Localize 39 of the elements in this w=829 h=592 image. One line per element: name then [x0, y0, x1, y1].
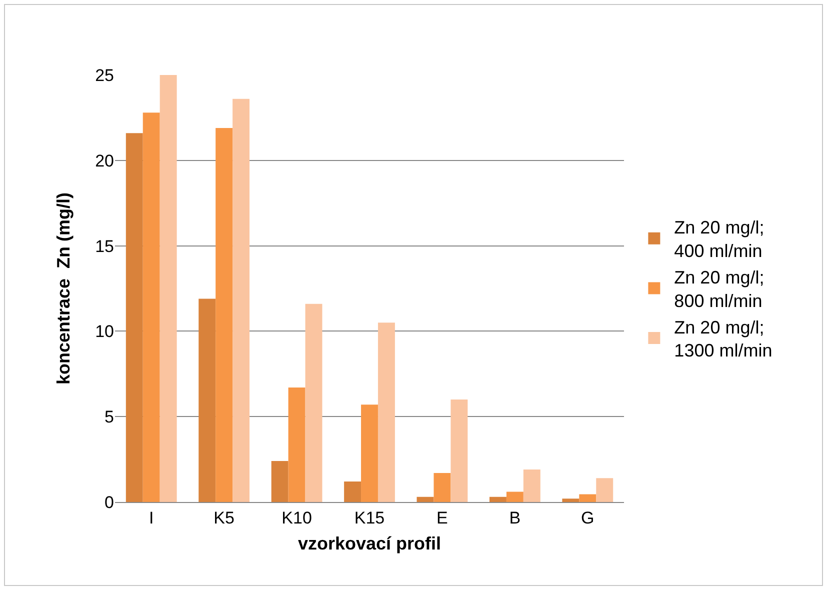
- bar: [434, 472, 451, 502]
- bar: [160, 75, 177, 502]
- x-tick-label: E: [436, 508, 448, 528]
- y-tick-label: 20: [95, 151, 114, 170]
- bar: [378, 322, 395, 502]
- bar: [232, 98, 250, 502]
- bar: [142, 112, 160, 502]
- bar: [344, 482, 362, 502]
- bar: [489, 496, 506, 502]
- bar: [271, 461, 288, 502]
- bar: [288, 388, 306, 502]
- bar: [216, 128, 233, 502]
- x-tick-label: B: [509, 508, 521, 528]
- legend-label: Zn 20 mg/l; 1300 ml/min: [674, 317, 772, 361]
- y-tick-label: 25: [95, 66, 114, 85]
- bar: [523, 470, 540, 502]
- y-axis-title: koncentrace Zn (mg/l): [53, 192, 74, 385]
- legend-label: Zn 20 mg/l; 800 ml/min: [674, 268, 764, 311]
- bar: [562, 498, 580, 502]
- y-tick-label: 10: [95, 322, 114, 342]
- bar: [126, 133, 143, 502]
- bar: [198, 298, 216, 502]
- bar: [416, 496, 434, 502]
- bar: [305, 304, 322, 502]
- bar: [596, 478, 614, 502]
- legend-label: Zn 20 mg/l; 400 ml/min: [674, 218, 764, 262]
- bar: [506, 492, 524, 502]
- x-tick-label: K10: [282, 508, 312, 528]
- x-tick-label: K5: [214, 508, 234, 528]
- bar: [361, 404, 378, 502]
- x-tick-label: G: [581, 508, 594, 528]
- bar: [450, 400, 468, 502]
- x-tick-label: K15: [354, 508, 385, 528]
- bar: [579, 494, 596, 502]
- y-tick-label: 0: [104, 492, 114, 512]
- y-tick-label: 5: [104, 408, 114, 427]
- x-tick-label: I: [148, 508, 154, 528]
- y-tick-label: 15: [95, 236, 114, 256]
- x-axis-title: vzorkovací profil: [298, 534, 442, 554]
